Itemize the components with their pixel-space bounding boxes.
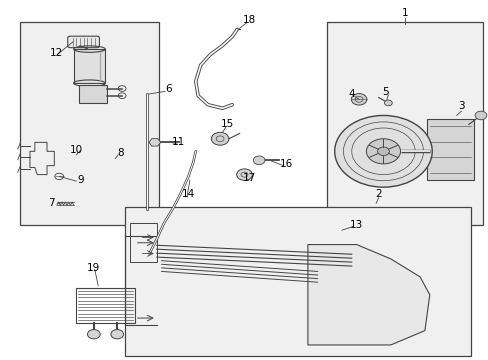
- Bar: [125, 207, 470, 356]
- Bar: [427, 119, 473, 180]
- Text: 3: 3: [457, 102, 464, 112]
- Text: 4: 4: [348, 89, 354, 99]
- Text: 16: 16: [279, 159, 292, 169]
- Text: 14: 14: [182, 189, 195, 199]
- Circle shape: [236, 169, 252, 180]
- Bar: [73, 49, 105, 83]
- Circle shape: [253, 156, 264, 165]
- Bar: [76, 288, 135, 323]
- Text: 15: 15: [221, 120, 234, 129]
- Text: 19: 19: [86, 263, 100, 273]
- Text: 6: 6: [165, 84, 172, 94]
- Circle shape: [366, 139, 400, 164]
- Circle shape: [377, 147, 388, 156]
- Circle shape: [350, 94, 366, 105]
- Circle shape: [384, 100, 391, 106]
- Circle shape: [87, 329, 100, 339]
- Circle shape: [334, 116, 431, 187]
- Text: 13: 13: [349, 220, 363, 230]
- Bar: [130, 223, 157, 262]
- Bar: [20, 22, 159, 225]
- Circle shape: [474, 111, 486, 120]
- Circle shape: [111, 329, 123, 339]
- Text: 12: 12: [50, 48, 63, 58]
- Text: 5: 5: [382, 87, 388, 97]
- Text: 10: 10: [70, 144, 82, 154]
- Text: 17: 17: [242, 173, 256, 183]
- Circle shape: [211, 132, 228, 145]
- Text: 2: 2: [374, 189, 381, 199]
- Text: 8: 8: [117, 148, 123, 158]
- Text: 1: 1: [401, 8, 408, 18]
- Polygon shape: [307, 244, 429, 345]
- FancyBboxPatch shape: [68, 36, 99, 48]
- Bar: [79, 85, 107, 103]
- Text: 9: 9: [78, 175, 84, 185]
- Text: 7: 7: [48, 198, 55, 208]
- Text: 18: 18: [242, 15, 256, 26]
- Bar: [327, 22, 483, 225]
- Polygon shape: [149, 139, 160, 146]
- Text: 11: 11: [172, 138, 185, 147]
